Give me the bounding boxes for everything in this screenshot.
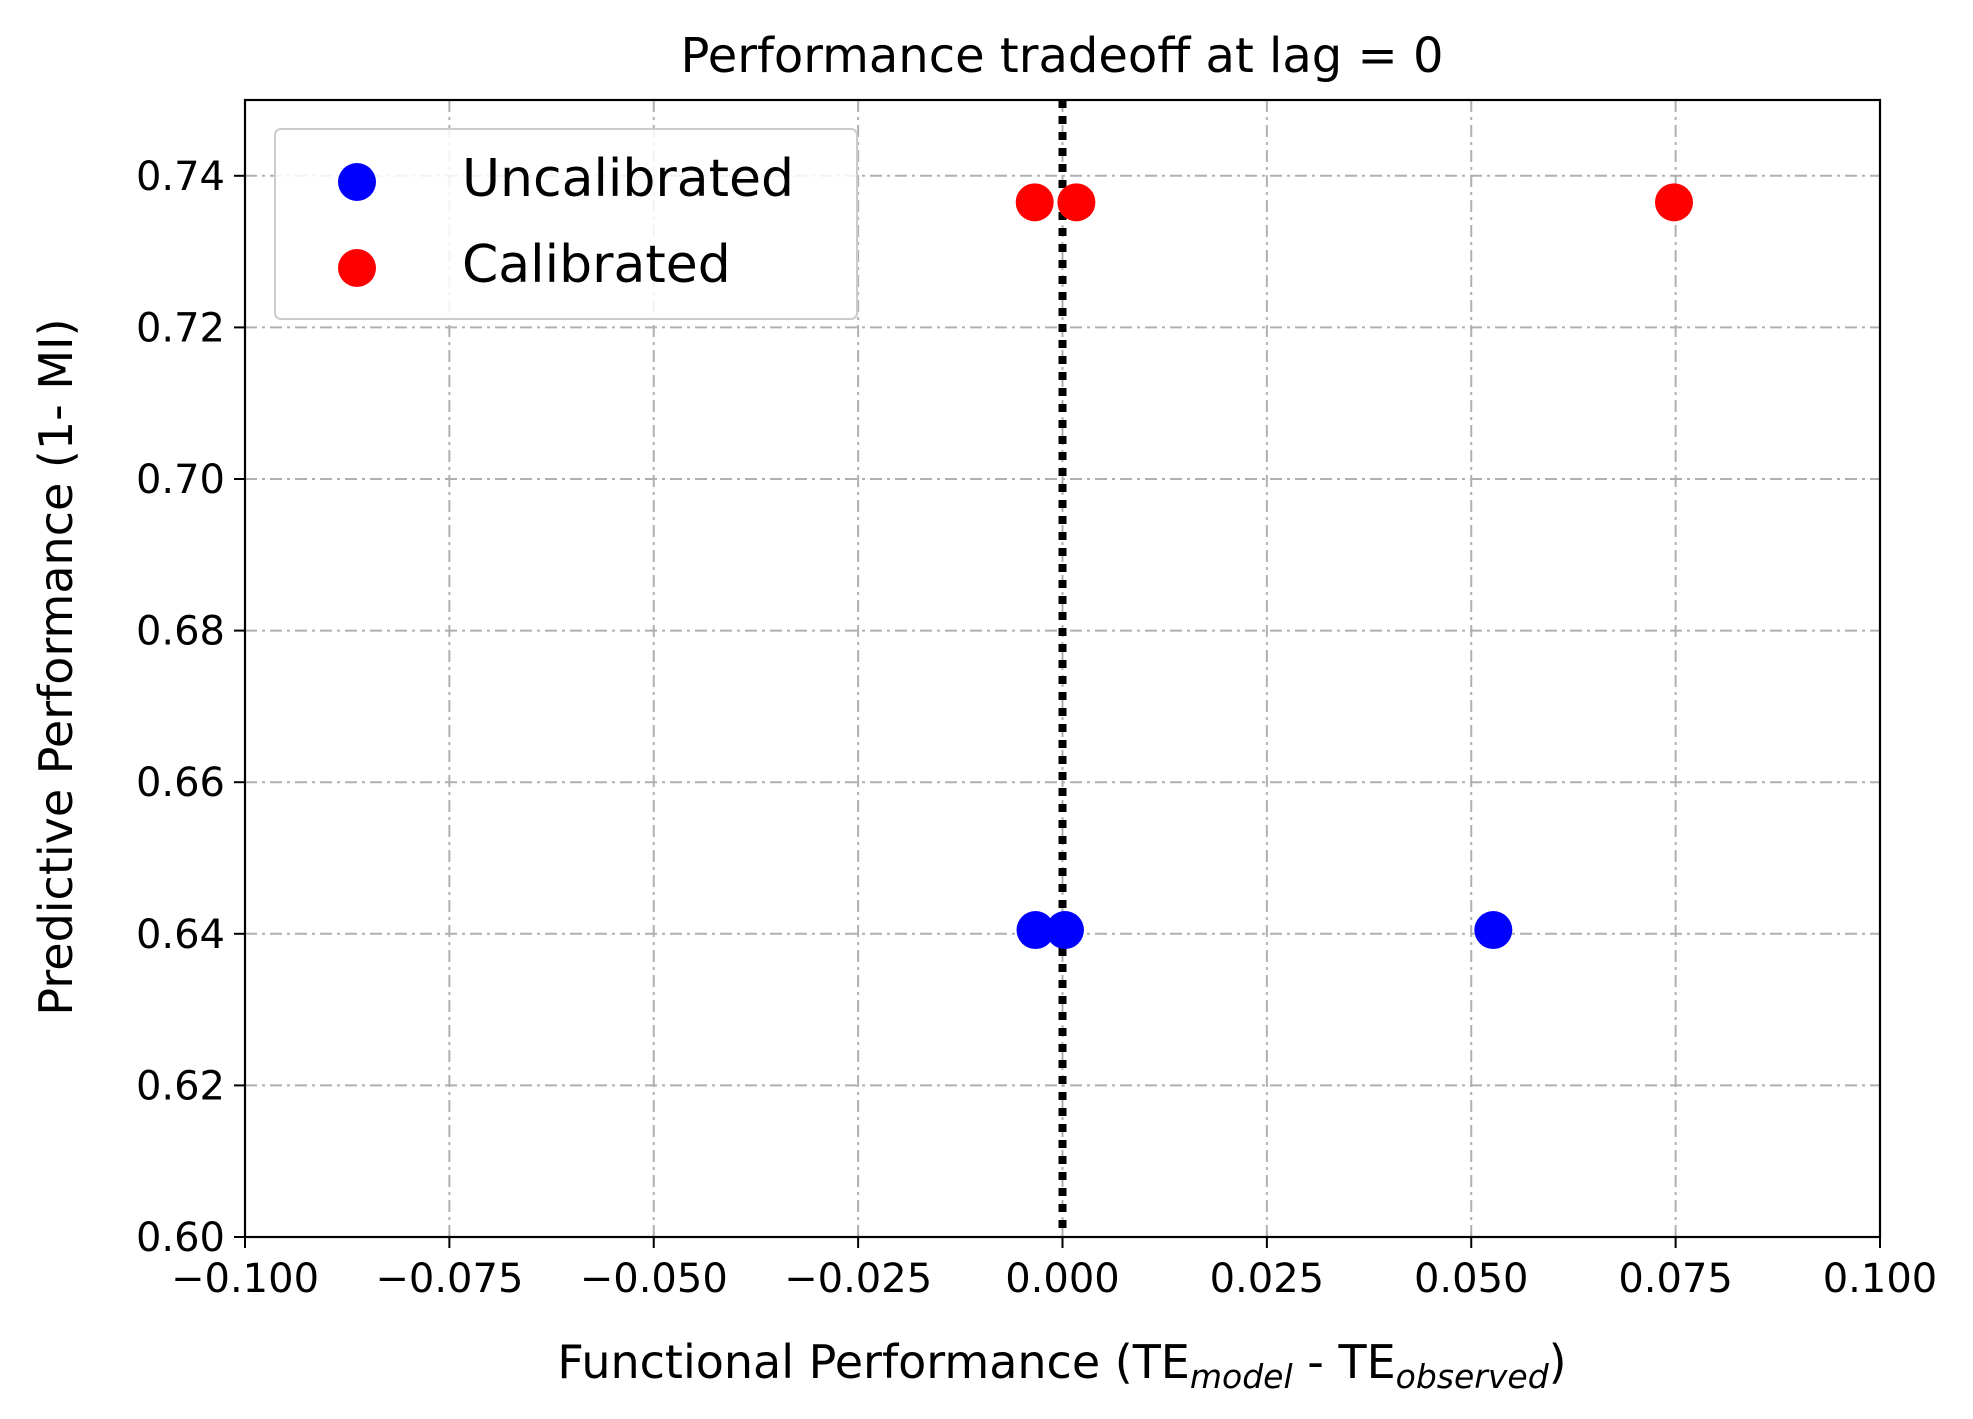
- y-axis-ticks: 0.60 0.62 0.64 0.66 0.68 0.70 0.72 0.74: [136, 154, 245, 1261]
- chart-title: Performance tradeoff at lag = 0: [680, 28, 1443, 84]
- x-axis-ticks: −0.100 −0.075 −0.050 −0.025 0.000 0.025 0.050 0…: [171, 1237, 1937, 1302]
- y-axis-label: Predictive Performance (1- MI): [29, 318, 83, 1015]
- x-axis-label-main: Functional Performance (TE: [557, 1335, 1189, 1389]
- x-tick-label-1: −0.075: [375, 1256, 523, 1302]
- y-tick-label-7: 0.74: [136, 154, 225, 200]
- x-tick-label-4: 0.000: [1005, 1256, 1120, 1302]
- x-axis-label-sub-observed: observed: [1396, 1357, 1550, 1396]
- x-axis-label: Functional Performance (TEmodel - TEobse…: [557, 1335, 1566, 1396]
- legend-label-uncalibrated: Uncalibrated: [462, 149, 794, 209]
- x-axis-label-middle: - TE: [1293, 1335, 1396, 1389]
- point-calibrated-2: [1654, 183, 1693, 222]
- x-axis-label-sub-model: model: [1190, 1357, 1293, 1396]
- y-tick-label-6: 0.72: [136, 305, 225, 351]
- x-tick-label-3: −0.025: [784, 1256, 932, 1302]
- y-tick-label-4: 0.68: [136, 609, 225, 655]
- legend-label-calibrated: Calibrated: [462, 235, 731, 295]
- x-tick-label-6: 0.050: [1414, 1256, 1529, 1302]
- y-tick-label-3: 0.66: [136, 760, 225, 806]
- point-calibrated-1: [1057, 183, 1096, 222]
- x-tick-label-5: 0.025: [1210, 1256, 1325, 1302]
- point-uncalibrated-1: [1045, 911, 1084, 950]
- x-tick-label-2: −0.050: [580, 1256, 728, 1302]
- point-uncalibrated-2: [1474, 911, 1513, 950]
- x-tick-label-8: 0.100: [1823, 1256, 1938, 1302]
- point-uncalibrated-0: [1016, 911, 1055, 950]
- y-tick-label-1: 0.62: [136, 1063, 225, 1109]
- y-tick-label-0: 0.60: [136, 1215, 225, 1261]
- y-tick-label-5: 0.70: [136, 457, 225, 503]
- point-calibrated-0: [1015, 183, 1054, 222]
- legend-box: [274, 128, 858, 320]
- x-tick-label-0: −0.100: [171, 1256, 319, 1302]
- legend-marker-calibrated: [338, 249, 376, 287]
- legend: Uncalibrated Calibrated: [274, 128, 858, 320]
- data-points: [1015, 183, 1693, 950]
- legend-marker-uncalibrated: [338, 163, 376, 201]
- y-tick-label-2: 0.64: [136, 912, 225, 958]
- x-axis-label-end: ): [1549, 1335, 1567, 1389]
- x-tick-label-7: 0.075: [1618, 1256, 1733, 1302]
